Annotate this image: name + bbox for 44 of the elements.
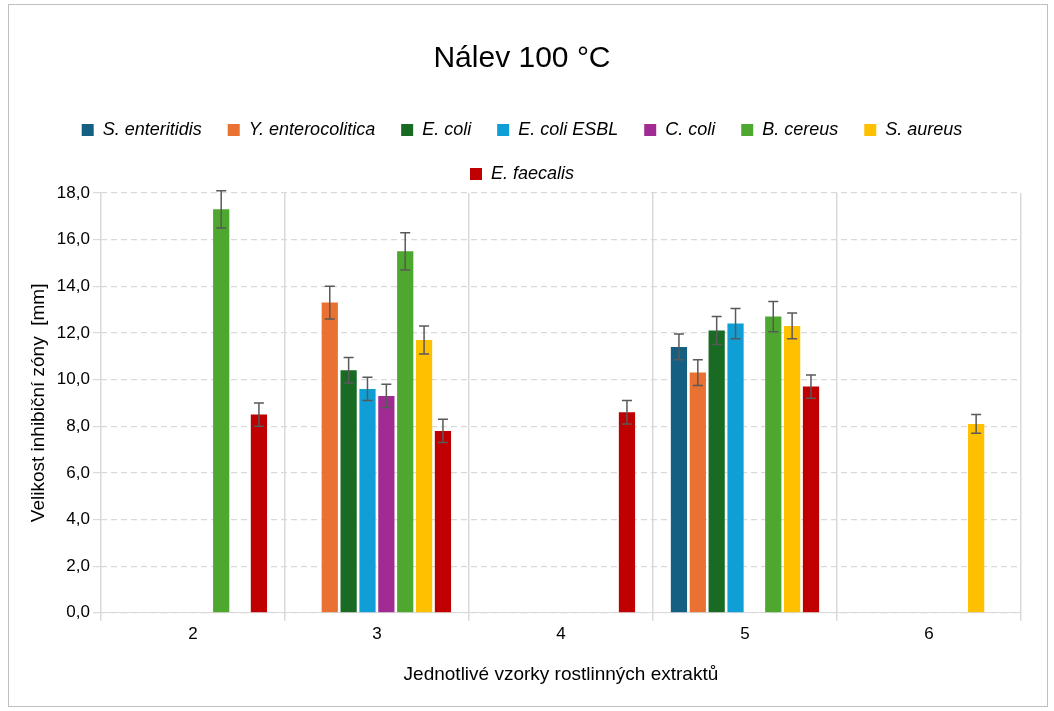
x-axis-title: Jednotlivé vzorky rostlinných extraktů [403, 662, 719, 684]
bar [784, 325, 801, 613]
y-tick-label: 10,0 [56, 369, 90, 389]
legend-label: E. coli ESBL [518, 119, 619, 139]
legend-label: B. cereus [762, 119, 839, 139]
legend-label: E. coli [422, 119, 473, 139]
bar [397, 251, 414, 613]
bar [359, 388, 376, 613]
y-tick-label: 12,0 [56, 322, 90, 342]
x-tick-label: 3 [372, 623, 382, 643]
y-tick-label: 6,0 [66, 462, 90, 482]
x-tick-label: 6 [924, 623, 934, 643]
bar [618, 412, 636, 613]
bar [708, 330, 725, 613]
y-tick-label: 18,0 [56, 182, 90, 202]
legend-label: E. faecalis [490, 163, 575, 183]
bar [213, 209, 230, 613]
bar [727, 323, 744, 613]
bar [689, 372, 706, 613]
bar [340, 370, 357, 613]
legend-label: S. enteritidis [102, 119, 202, 139]
bar [250, 414, 268, 613]
bar [670, 346, 688, 613]
bar [321, 302, 338, 613]
chart-title: Nálev 100 °C [433, 40, 611, 74]
legend-label: Y. enterocolitica [248, 119, 376, 139]
legend-label: S. aureus [885, 119, 963, 139]
x-tick-label: 2 [188, 623, 198, 643]
bar [802, 386, 820, 613]
y-tick-label: 4,0 [66, 509, 90, 529]
bar [968, 423, 985, 613]
y-tick-label: 0,0 [66, 602, 90, 622]
y-tick-label: 16,0 [56, 229, 90, 249]
x-tick-label: 4 [556, 623, 566, 643]
y-axis-title: Velikost inhibiční zóny [mm] [26, 283, 48, 523]
bar [415, 339, 433, 613]
y-tick-label: 2,0 [66, 555, 90, 575]
bar [434, 430, 452, 613]
bar [765, 316, 782, 613]
bar [378, 395, 395, 613]
y-tick-label: 8,0 [66, 415, 90, 435]
legend-label: C. coli [665, 119, 717, 139]
y-tick-label: 14,0 [56, 275, 90, 295]
x-tick-label: 5 [740, 623, 750, 643]
